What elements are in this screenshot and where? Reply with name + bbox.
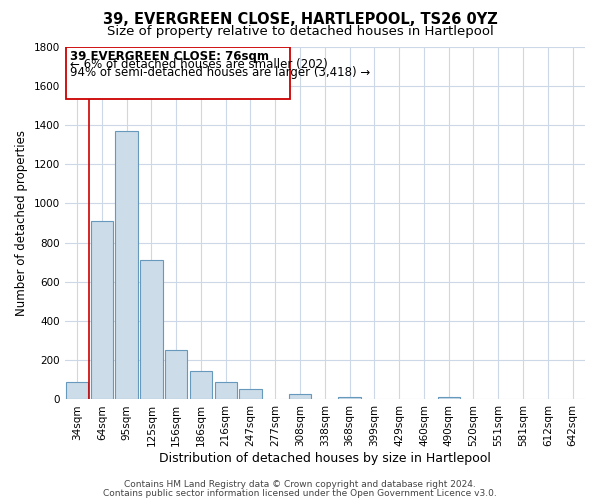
Text: 39 EVERGREEN CLOSE: 76sqm: 39 EVERGREEN CLOSE: 76sqm (70, 50, 269, 64)
Bar (140, 260, 163, 400)
Bar (115, 131, 138, 400)
Text: ← 6% of detached houses are smaller (202): ← 6% of detached houses are smaller (202… (70, 58, 328, 71)
Bar (91, 221, 113, 400)
Bar (215, 382, 237, 400)
Text: Size of property relative to detached houses in Hartlepool: Size of property relative to detached ho… (107, 25, 493, 38)
Bar (165, 350, 187, 400)
Y-axis label: Number of detached properties: Number of detached properties (15, 130, 28, 316)
Bar (437, 396, 460, 400)
Bar (190, 371, 212, 400)
Bar (66, 382, 88, 400)
Text: Contains public sector information licensed under the Open Government Licence v3: Contains public sector information licen… (103, 489, 497, 498)
Text: 39, EVERGREEN CLOSE, HARTLEPOOL, TS26 0YZ: 39, EVERGREEN CLOSE, HARTLEPOOL, TS26 0Y… (103, 12, 497, 28)
Bar (239, 388, 262, 400)
Bar (338, 396, 361, 400)
Text: Contains HM Land Registry data © Crown copyright and database right 2024.: Contains HM Land Registry data © Crown c… (124, 480, 476, 489)
Text: 94% of semi-detached houses are larger (3,418) →: 94% of semi-detached houses are larger (… (70, 66, 370, 79)
X-axis label: Distribution of detached houses by size in Hartlepool: Distribution of detached houses by size … (159, 452, 491, 465)
FancyBboxPatch shape (66, 48, 290, 100)
Bar (289, 394, 311, 400)
